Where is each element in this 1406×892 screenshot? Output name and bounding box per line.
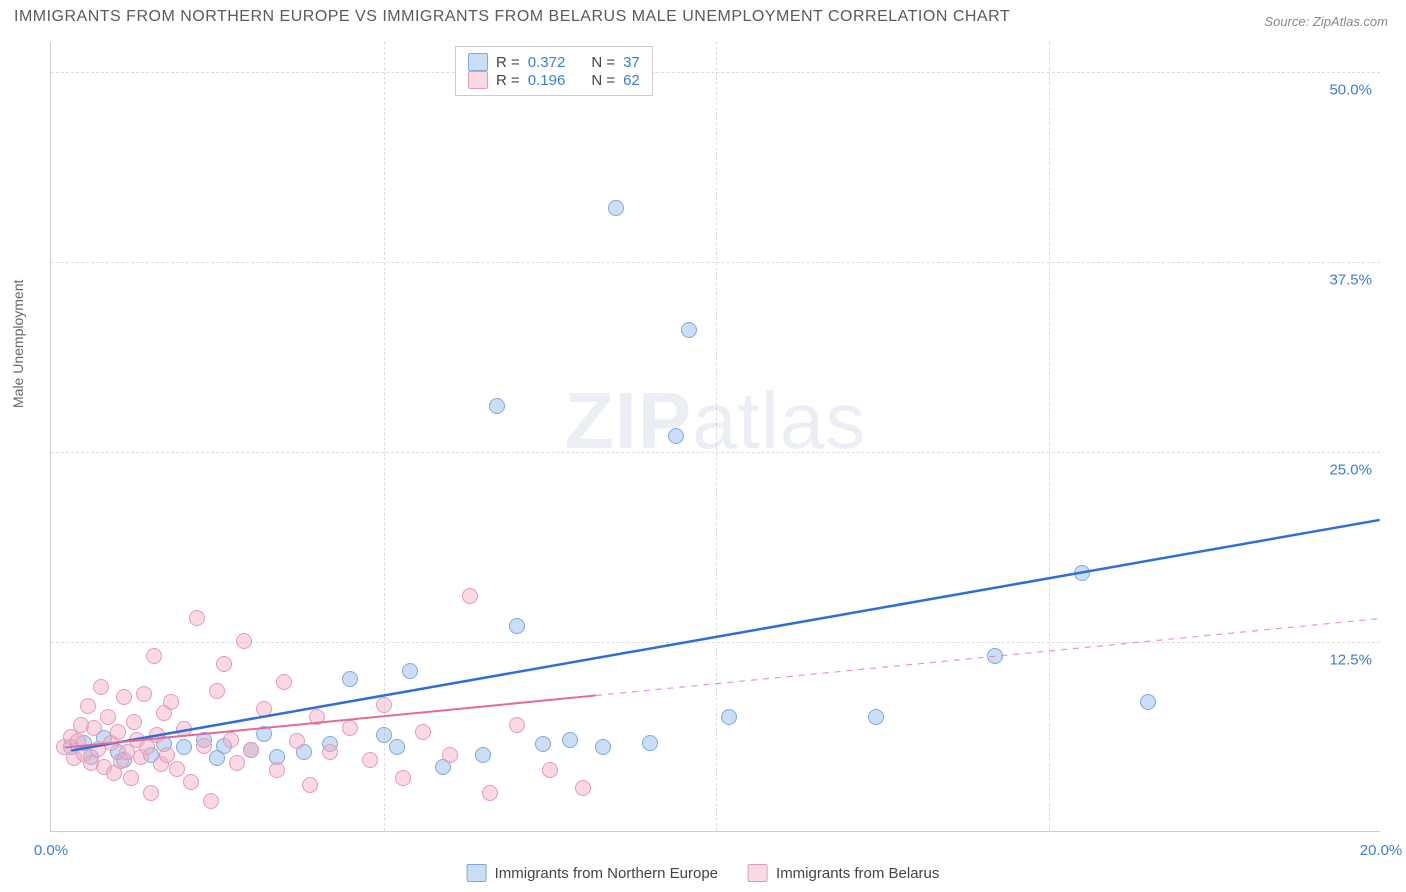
data-point xyxy=(475,747,491,763)
data-point xyxy=(868,709,884,725)
y-tick-label: 25.0% xyxy=(1329,462,1372,479)
data-point xyxy=(146,648,162,664)
data-point xyxy=(93,679,109,695)
x-tick-label: 20.0% xyxy=(1360,842,1403,859)
legend-swatch xyxy=(468,53,488,71)
data-point xyxy=(608,200,624,216)
data-point xyxy=(149,727,165,743)
data-point xyxy=(402,663,418,679)
gridline-v xyxy=(1049,42,1050,831)
data-point xyxy=(176,721,192,737)
data-point xyxy=(183,774,199,790)
source-label: Source: xyxy=(1264,14,1309,29)
data-point xyxy=(223,732,239,748)
data-point xyxy=(143,785,159,801)
data-point xyxy=(535,736,551,752)
data-point xyxy=(203,793,219,809)
data-point xyxy=(256,726,272,742)
chart-container: IMMIGRANTS FROM NORTHERN EUROPE VS IMMIG… xyxy=(0,0,1406,892)
legend-stats-row: R = 0.196 N = 62 xyxy=(468,71,640,89)
data-point xyxy=(269,762,285,778)
y-tick-label: 12.5% xyxy=(1329,652,1372,669)
data-point xyxy=(86,720,102,736)
legend-r-label: R = xyxy=(496,72,520,89)
data-point xyxy=(376,727,392,743)
legend-stats-row: R = 0.372 N = 37 xyxy=(468,53,640,71)
data-point xyxy=(302,777,318,793)
legend-n-label: N = xyxy=(591,54,615,71)
legend-n-value: 62 xyxy=(623,72,640,89)
legend-r-value: 0.372 xyxy=(528,54,566,71)
legend-swatch xyxy=(748,864,768,882)
legend-r-label: R = xyxy=(496,54,520,71)
data-point xyxy=(126,714,142,730)
data-point xyxy=(442,747,458,763)
data-point xyxy=(289,733,305,749)
data-point xyxy=(987,648,1003,664)
data-point xyxy=(462,588,478,604)
legend-bottom-label: Immigrants from Belarus xyxy=(776,865,939,882)
data-point xyxy=(276,674,292,690)
data-point xyxy=(243,742,259,758)
data-point xyxy=(176,739,192,755)
data-point xyxy=(309,709,325,725)
data-point xyxy=(196,738,212,754)
data-point xyxy=(595,739,611,755)
data-point xyxy=(256,701,272,717)
data-point xyxy=(229,755,245,771)
legend-bottom-item: Immigrants from Northern Europe xyxy=(467,864,718,882)
data-point xyxy=(389,739,405,755)
data-point xyxy=(169,761,185,777)
data-point xyxy=(681,322,697,338)
legend-bottom: Immigrants from Northern Europe Immigrant… xyxy=(467,864,940,882)
legend-bottom-label: Immigrants from Northern Europe xyxy=(495,865,718,882)
source-name: ZipAtlas.com xyxy=(1313,14,1388,29)
data-point xyxy=(236,633,252,649)
y-tick-label: 50.0% xyxy=(1329,82,1372,99)
data-point xyxy=(123,770,139,786)
data-point xyxy=(376,697,392,713)
data-point xyxy=(110,724,126,740)
data-point xyxy=(489,398,505,414)
y-tick-label: 37.5% xyxy=(1329,272,1372,289)
data-point xyxy=(216,656,232,672)
data-point xyxy=(136,686,152,702)
plot-area: ZIPatlas 12.5%25.0%37.5%50.0%0.0%20.0% xyxy=(50,42,1380,832)
data-point xyxy=(509,618,525,634)
x-tick-label: 0.0% xyxy=(34,842,68,859)
data-point xyxy=(163,694,179,710)
data-point xyxy=(116,689,132,705)
data-point xyxy=(342,720,358,736)
data-point xyxy=(395,770,411,786)
data-point xyxy=(668,428,684,444)
data-point xyxy=(482,785,498,801)
legend-r-value: 0.196 xyxy=(528,72,566,89)
data-point xyxy=(322,744,338,760)
data-point xyxy=(80,698,96,714)
data-point xyxy=(189,610,205,626)
data-point xyxy=(362,752,378,768)
data-point xyxy=(509,717,525,733)
legend-swatch xyxy=(467,864,487,882)
data-point xyxy=(415,724,431,740)
data-point xyxy=(100,709,116,725)
data-point xyxy=(342,671,358,687)
legend-n-value: 37 xyxy=(623,54,640,71)
data-point xyxy=(575,780,591,796)
data-point xyxy=(1140,694,1156,710)
data-point xyxy=(562,732,578,748)
data-point xyxy=(209,683,225,699)
legend-swatch xyxy=(468,71,488,89)
source-attribution: Source: ZipAtlas.com xyxy=(1264,14,1388,29)
legend-stats-box: R = 0.372 N = 37 R = 0.196 N = 62 xyxy=(455,46,653,96)
legend-bottom-item: Immigrants from Belarus xyxy=(748,864,939,882)
data-point xyxy=(721,709,737,725)
data-point xyxy=(542,762,558,778)
legend-n-label: N = xyxy=(591,72,615,89)
data-point xyxy=(1074,565,1090,581)
y-axis-label: Male Unemployment xyxy=(10,280,26,408)
data-point xyxy=(642,735,658,751)
gridline-v xyxy=(716,42,717,831)
chart-title: IMMIGRANTS FROM NORTHERN EUROPE VS IMMIG… xyxy=(14,8,1010,26)
